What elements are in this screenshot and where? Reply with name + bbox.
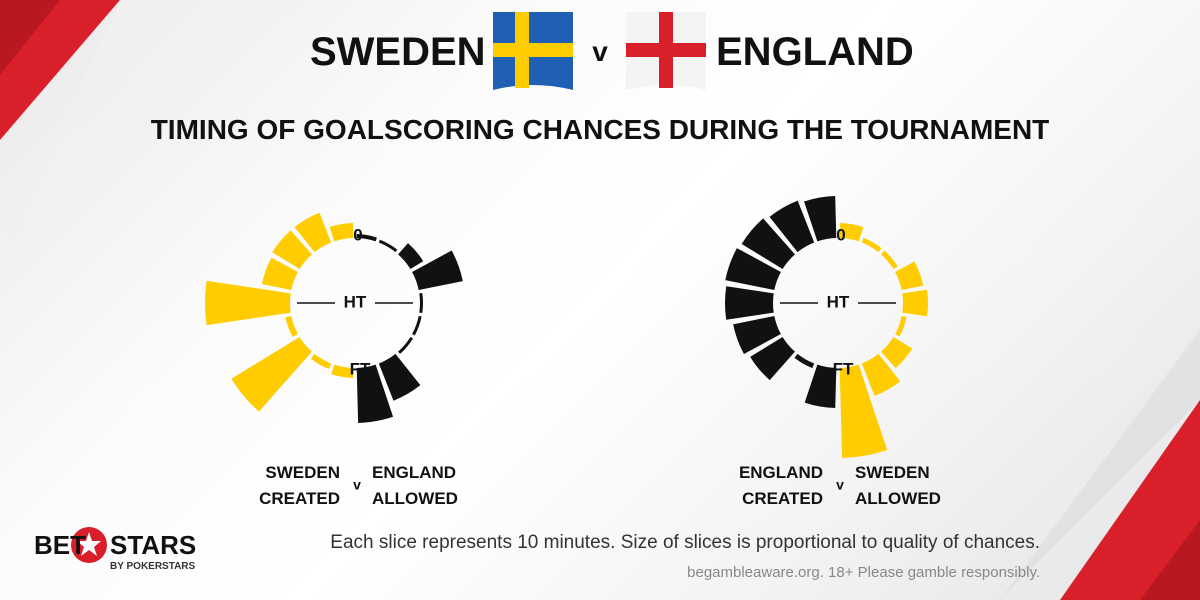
slice <box>895 315 907 337</box>
slice <box>412 315 422 336</box>
legend-label: SWEDEN CREATED <box>259 463 340 508</box>
away-team: ENGLAND <box>716 30 914 74</box>
slice <box>750 336 795 381</box>
slice <box>331 364 354 378</box>
axis-label: 0 <box>836 225 845 244</box>
slice <box>839 364 888 458</box>
corner <box>1140 520 1200 600</box>
legend-label: ENGLAND ALLOWED <box>372 463 458 508</box>
slice <box>378 353 421 401</box>
home-team: SWEDEN <box>310 30 486 74</box>
axis-label: FT <box>350 359 371 378</box>
versus: v <box>592 36 608 67</box>
slice <box>310 353 332 370</box>
logo-sub: BY POKERSTARS <box>110 561 196 572</box>
slice <box>412 250 463 291</box>
logo-right: STARS <box>110 530 197 560</box>
corner <box>1060 400 1200 600</box>
slice <box>725 248 781 291</box>
slice <box>419 292 424 314</box>
slice <box>902 289 928 317</box>
slice <box>861 353 901 397</box>
footnote: Each slice represents 10 minutes. Size o… <box>330 532 1040 553</box>
logo-left: BET <box>34 530 86 560</box>
slice <box>769 200 815 253</box>
axis-label: FT <box>833 359 854 378</box>
legend-separator: v <box>836 477 844 493</box>
axis-label: 0 <box>353 225 362 244</box>
slice <box>804 196 837 242</box>
slice <box>285 315 298 337</box>
legend-label: ENGLAND CREATED <box>738 463 823 508</box>
flag-sweden <box>493 12 573 90</box>
slice <box>895 261 924 291</box>
title: TIMING OF GOALSCORING CHANCES DURING THE… <box>150 114 1050 145</box>
flag-england <box>626 12 706 90</box>
legend-separator: v <box>353 477 361 493</box>
slice <box>881 250 898 270</box>
slice <box>261 257 298 291</box>
legend-label: SWEDEN ALLOWED <box>855 463 941 508</box>
slice <box>861 237 882 253</box>
slice <box>378 239 398 253</box>
facet <box>0 0 300 260</box>
slice <box>329 223 354 242</box>
slice <box>356 364 394 423</box>
slice <box>205 280 291 326</box>
slice <box>725 286 774 320</box>
corner <box>0 0 60 75</box>
slice <box>356 234 377 242</box>
disclaimer: begambleaware.org. 18+ Please gamble res… <box>687 564 1040 581</box>
axis-label: HT <box>344 292 367 311</box>
slice <box>272 230 312 270</box>
slice <box>294 212 332 253</box>
slice <box>839 223 864 242</box>
slice <box>794 353 815 369</box>
slice <box>398 243 424 270</box>
slice <box>741 218 795 270</box>
slice <box>804 364 837 408</box>
slice <box>881 336 913 369</box>
slice <box>231 336 312 412</box>
logo-star <box>77 532 101 556</box>
slice <box>398 336 413 354</box>
facet <box>1000 330 1200 600</box>
axis-label: HT <box>827 292 850 311</box>
slice <box>733 315 781 355</box>
